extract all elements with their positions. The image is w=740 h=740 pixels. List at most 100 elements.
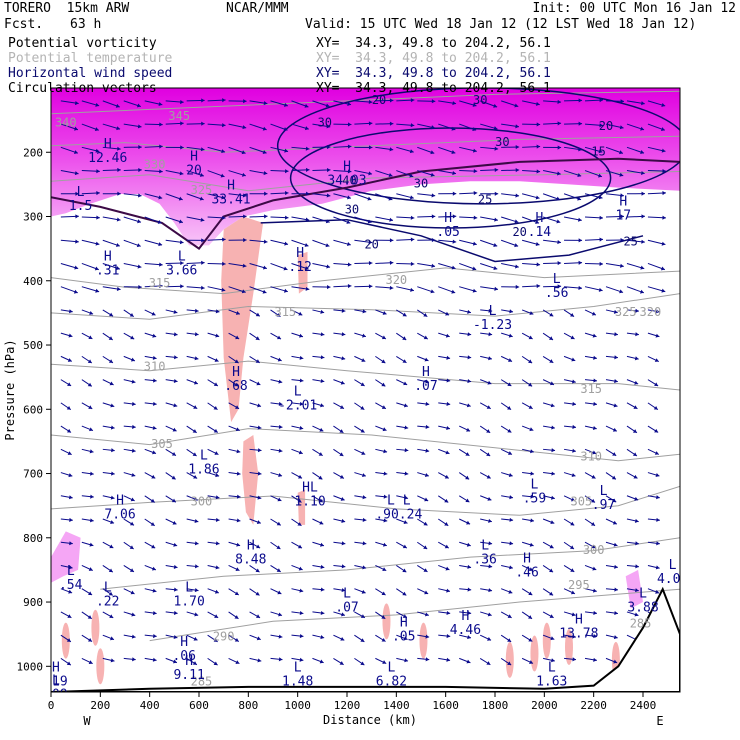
wind-vector-head bbox=[276, 335, 281, 340]
theta-label: 345 bbox=[168, 109, 190, 123]
y-axis-ticks: 200 300 400 500 600 700 800 900 1000 bbox=[17, 146, 51, 673]
wind-vector-head bbox=[263, 239, 268, 244]
wind-vector-head bbox=[556, 219, 561, 224]
wind-vector-head bbox=[96, 215, 100, 220]
extremum-type-label: L bbox=[185, 580, 193, 595]
wind-vector-head bbox=[389, 147, 394, 152]
wind-vector-head bbox=[444, 474, 449, 479]
terrain-layer bbox=[51, 586, 680, 692]
theta-label: 300 bbox=[583, 543, 605, 557]
wind-vector-head bbox=[263, 171, 268, 176]
wind-vector-head bbox=[551, 471, 556, 476]
wind-vector-head bbox=[508, 473, 513, 478]
wind-vector-head bbox=[130, 357, 135, 362]
wind-vector-head bbox=[467, 309, 471, 314]
wind-vector-head bbox=[423, 521, 428, 526]
extremum-type-label: L bbox=[343, 587, 351, 602]
wind-vector-head bbox=[199, 173, 204, 177]
wind-vector-head bbox=[326, 124, 331, 129]
wind-vector-head bbox=[515, 144, 520, 150]
wind-vector-head bbox=[263, 101, 268, 106]
wind-vector-head bbox=[95, 148, 100, 153]
wind-vector-head bbox=[236, 449, 241, 454]
wind-vector-head bbox=[557, 99, 562, 104]
extremum-value-label: 17 bbox=[615, 209, 631, 224]
pv-negative-fill bbox=[542, 622, 551, 659]
pv-extrema-labels-layer: H12.46L1.5H20H33.41H34.03H.31L3.66H.12H.… bbox=[51, 137, 680, 692]
wind-vector-head bbox=[242, 125, 247, 130]
wind-vector-head bbox=[116, 217, 121, 222]
wind-vector-head bbox=[157, 220, 162, 224]
wind-vector-head bbox=[488, 356, 492, 361]
wind-vector-head bbox=[452, 170, 457, 176]
wind-vector-head bbox=[494, 217, 498, 222]
wind-vector-head bbox=[655, 473, 660, 477]
wind-vector-head bbox=[389, 238, 394, 243]
wind-vector-head bbox=[494, 286, 499, 291]
wind-vector-head bbox=[466, 659, 471, 664]
wind-vector-head bbox=[214, 358, 219, 362]
wind-vector-head bbox=[277, 590, 282, 595]
wind-vector-head bbox=[213, 638, 218, 642]
y-tick-label: 200 bbox=[23, 146, 43, 159]
wind-vector-head bbox=[341, 518, 346, 523]
wind-vector-head bbox=[137, 219, 141, 224]
wind-vector-head bbox=[320, 355, 325, 360]
wind-vector-head bbox=[557, 145, 562, 150]
wind-vector-head bbox=[557, 284, 562, 289]
wind-vector-head bbox=[423, 545, 428, 550]
wind-vector-head bbox=[74, 265, 79, 270]
extremum-type-label: H bbox=[619, 195, 627, 210]
wind-vector-head bbox=[115, 243, 120, 247]
wind-vector-head bbox=[557, 121, 562, 126]
wind-vector-head bbox=[193, 405, 198, 409]
wind-vector-head bbox=[488, 332, 493, 337]
extremum-value-label: 1.10 bbox=[294, 495, 325, 510]
wind-vector-head bbox=[299, 401, 304, 406]
wind-vector-head bbox=[515, 168, 520, 173]
extremum-value-label: .59 bbox=[523, 491, 546, 506]
wind-vector-head bbox=[117, 191, 121, 196]
wind-vector-head bbox=[152, 657, 157, 662]
wind-vector-head bbox=[660, 266, 665, 271]
wind-vector-head bbox=[222, 261, 226, 266]
wind-vector-head bbox=[235, 335, 240, 340]
wind-vector-head bbox=[152, 401, 157, 406]
wind-vector-head bbox=[452, 101, 457, 106]
wind-vector-head bbox=[598, 195, 603, 200]
wind-vector-head bbox=[276, 568, 281, 572]
wind-vector-head bbox=[129, 545, 134, 550]
extremum-value-label: .56 bbox=[545, 286, 568, 301]
wind-vector-head bbox=[488, 518, 492, 523]
wind-vector-head bbox=[431, 214, 436, 219]
wind-vector-head bbox=[661, 241, 666, 246]
isentrope-line bbox=[51, 428, 680, 462]
x-tick-label: 1200 bbox=[334, 699, 361, 712]
wind-vector-head bbox=[654, 382, 659, 386]
pv-negative-fill bbox=[382, 603, 391, 640]
wind-vector-head bbox=[634, 356, 639, 361]
wind-vector-head bbox=[320, 564, 325, 569]
wind-vector-head bbox=[598, 173, 602, 178]
wind-vector-head bbox=[234, 359, 239, 364]
x-tick-label: 1600 bbox=[432, 699, 459, 712]
wind-vector-head bbox=[592, 333, 597, 338]
wind-speed-label: 20 bbox=[372, 93, 386, 107]
wind-vector-head bbox=[108, 359, 113, 363]
wind-vector-head bbox=[425, 401, 430, 406]
wind-vector-head bbox=[402, 312, 407, 317]
wind-vector-head bbox=[278, 657, 283, 662]
wind-vector-head bbox=[404, 495, 409, 500]
wind-vector-head bbox=[257, 425, 262, 430]
wind-vector-head bbox=[88, 567, 93, 571]
wind-vector-head bbox=[577, 217, 582, 222]
wind-vector-head bbox=[213, 405, 218, 410]
wind-vector-head bbox=[262, 265, 267, 270]
extremum-value-label: 34.03 bbox=[327, 173, 366, 188]
wind-vector-head bbox=[592, 425, 597, 431]
pv-negative-fill bbox=[221, 216, 264, 423]
wind-vector-head bbox=[193, 380, 198, 385]
wind-vector-head bbox=[613, 309, 618, 314]
extremum-value-label: 1.86 bbox=[188, 463, 219, 478]
